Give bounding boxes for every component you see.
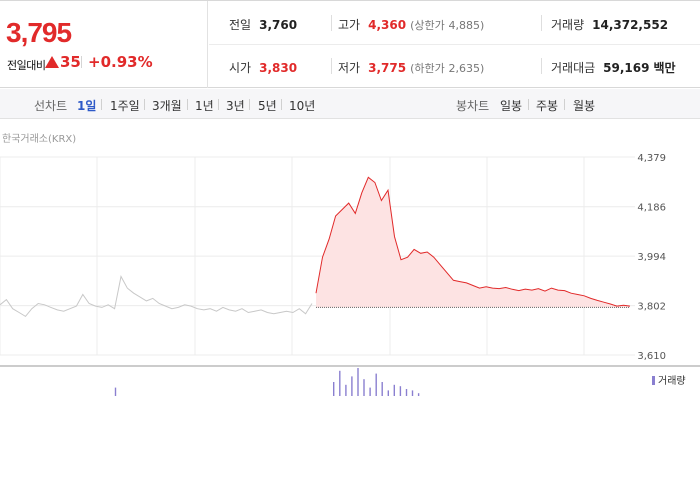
volume-bar	[417, 393, 420, 396]
volume-bar	[411, 390, 414, 396]
volume-bar	[363, 379, 365, 396]
price-chart: 4,379 4,186 3,994 3,802 3,610	[0, 153, 700, 396]
stat-label: 시가	[229, 61, 252, 75]
stat-label: 거래대금	[551, 61, 596, 75]
tab-3-months[interactable]: 3개월	[152, 99, 182, 113]
divider	[541, 58, 542, 74]
intraday-area	[316, 177, 630, 308]
tab-monthly-candle[interactable]: 월봉	[573, 99, 596, 113]
price-box: 3,795 전일대비 35 +0.93%	[0, 1, 208, 88]
divider	[331, 58, 332, 74]
tab-1-year[interactable]: 1년	[195, 99, 214, 113]
volume-bar	[405, 389, 408, 396]
stat-prev-close: 전일 3,760	[229, 16, 297, 33]
stat-value: 3,760	[259, 18, 298, 32]
stat-unit: 백만	[653, 61, 676, 75]
stat-turnover: 거래대금 59,169 백만	[551, 59, 676, 76]
stat-label: 거래량	[551, 18, 585, 32]
stat-volume: 거래량 14,372,552	[551, 16, 668, 33]
change-percent: +0.93%	[88, 53, 153, 71]
up-triangle-icon	[45, 56, 59, 68]
upper-limit-value: 4,885)	[448, 19, 485, 32]
lower-limit-label: (하한가	[410, 62, 445, 75]
volume-bars	[114, 368, 420, 396]
volume-bar	[387, 390, 389, 396]
tab-10-years[interactable]: 10년	[289, 99, 316, 113]
tab-weekly-candle[interactable]: 주봉	[536, 99, 559, 113]
tab-divider	[281, 99, 282, 110]
stat-value: 3,830	[259, 61, 298, 75]
tab-divider	[564, 99, 565, 110]
y-tick-label: 3,610	[637, 351, 666, 362]
stat-label: 저가	[338, 61, 361, 75]
tab-divider	[144, 99, 145, 110]
volume-bar	[381, 382, 383, 396]
stat-value: 3,775	[368, 61, 407, 75]
y-tick-label: 3,994	[637, 252, 666, 263]
previous-day-line	[0, 275, 313, 318]
stat-value: 4,360	[368, 18, 407, 32]
stat-value: 59,169	[603, 61, 650, 75]
y-tick-label: 4,186	[637, 203, 666, 214]
stat-value: 14,372,552	[592, 18, 669, 32]
chart-grid	[0, 156, 635, 356]
volume-bar	[345, 384, 347, 396]
candle-chart-header: 봉차트	[456, 99, 490, 113]
volume-bar	[375, 373, 377, 396]
tab-1-day[interactable]: 1일	[77, 99, 97, 113]
y-tick-label: 3,802	[637, 302, 666, 313]
row-divider	[209, 44, 700, 45]
stat-label: 전일	[229, 18, 252, 32]
tab-1-week[interactable]: 1주일	[110, 99, 140, 113]
current-price: 3,795	[6, 17, 72, 48]
stat-open: 시가 3,830	[229, 59, 297, 76]
volume-legend: 거래량	[652, 372, 686, 387]
tab-divider	[187, 99, 188, 110]
intraday-line	[315, 176, 631, 307]
volume-swatch	[652, 376, 655, 385]
change-value: 35	[60, 53, 81, 71]
tab-divider	[528, 99, 529, 110]
tab-divider	[249, 99, 250, 110]
volume-bar	[351, 376, 353, 396]
lower-limit-value: 2,635)	[448, 62, 485, 75]
tab-daily-candle[interactable]: 일봉	[500, 99, 523, 113]
volume-bar	[114, 387, 117, 396]
volume-bar	[399, 386, 402, 396]
line-chart-header: 선차트	[34, 99, 68, 113]
divider	[331, 15, 332, 31]
tab-5-years[interactable]: 5년	[258, 99, 277, 113]
divider	[541, 15, 542, 31]
volume-bar	[339, 370, 341, 396]
tab-divider	[101, 99, 102, 110]
y-tick-label: 4,379	[637, 153, 666, 164]
y-axis-labels: 4,379 4,186 3,994 3,802 3,610	[637, 153, 666, 362]
upper-limit-label: (상한가	[410, 19, 445, 32]
change-divider	[81, 56, 82, 68]
volume-bar	[393, 384, 395, 396]
volume-bar	[369, 387, 371, 396]
stat-low: 저가 3,775 (하한가 2,635)	[338, 59, 484, 76]
change-label: 전일대비	[7, 59, 46, 72]
quote-panel: 3,795 전일대비 35 +0.93% 전일 3,760 고가 4,360 (상한가…	[0, 0, 700, 88]
tab-3-years[interactable]: 3년	[226, 99, 245, 113]
tab-divider	[218, 99, 219, 110]
stat-label: 고가	[338, 18, 361, 32]
volume-bar	[333, 382, 335, 396]
chart-period-tabs: 선차트 1일 1주일 3개월 1년 3년 5년 10년 봉차트 일봉 주봉 월봉	[0, 89, 700, 119]
data-source: 한국거래소(KRX)	[2, 134, 77, 145]
volume-legend-label: 거래량	[658, 376, 686, 387]
volume-bar	[357, 368, 359, 396]
stat-high: 고가 4,360 (상한가 4,885)	[338, 16, 484, 33]
